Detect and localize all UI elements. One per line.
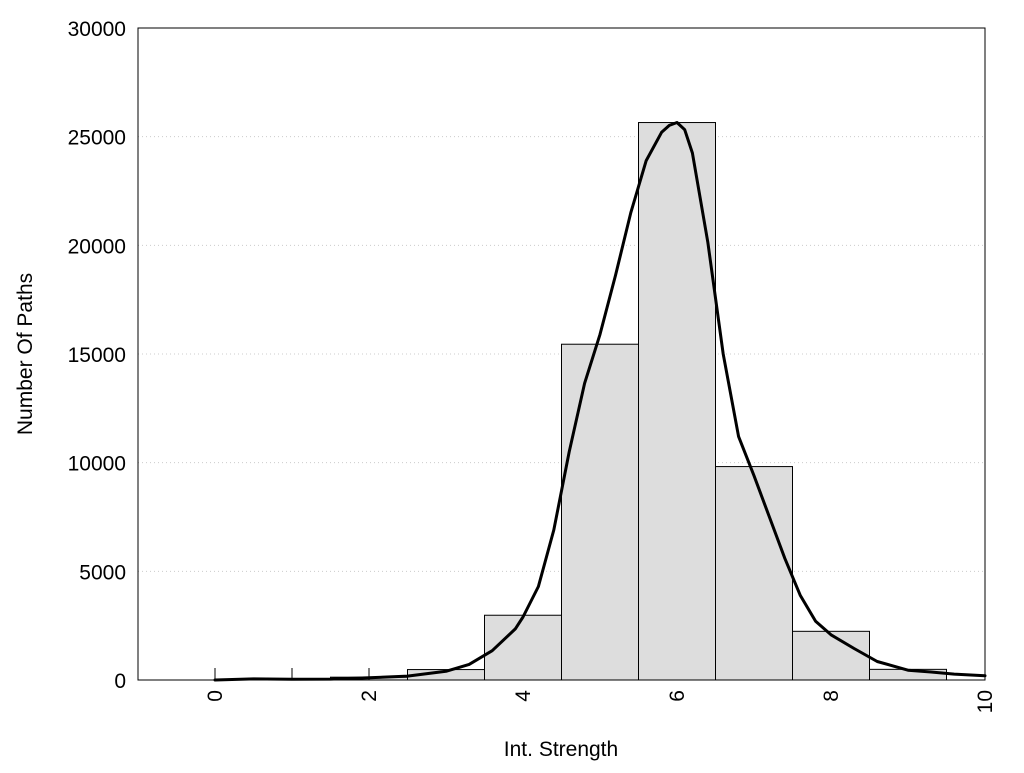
histogram-bar xyxy=(638,122,716,681)
x-tick-label: 6 xyxy=(666,690,689,702)
plot-frame xyxy=(137,27,986,681)
y-tick-label: 20000 xyxy=(68,235,126,258)
y-tick-label: 30000 xyxy=(68,18,126,41)
histogram-bar xyxy=(792,630,870,681)
x-axis-title: Int. Strength xyxy=(504,738,618,761)
x-tick-label: 0 xyxy=(204,690,227,702)
x-tick-label: 8 xyxy=(820,690,843,702)
x-tick-label: 2 xyxy=(358,690,381,702)
histogram-bars xyxy=(253,122,947,681)
y-tick-label: 25000 xyxy=(68,127,126,150)
density-curve-group xyxy=(213,121,987,682)
x-tick-label: 10 xyxy=(974,690,997,713)
y-axis-title: Number Of Paths xyxy=(14,273,37,435)
y-tick-label: 10000 xyxy=(68,453,126,476)
y-tick-label: 0 xyxy=(114,670,126,693)
y-tick-label: 15000 xyxy=(68,344,126,367)
density-curve xyxy=(213,121,987,682)
y-tick-label: 5000 xyxy=(79,561,126,584)
y-axis-ticks: 0 5000 10000 15000 20000 25000 30000 xyxy=(68,18,126,693)
x-axis-ticks: 0 2 4 6 8 10 xyxy=(204,668,997,713)
x-tick-label: 4 xyxy=(512,690,535,702)
histogram-bar xyxy=(715,466,793,681)
histogram-bar xyxy=(561,343,639,681)
